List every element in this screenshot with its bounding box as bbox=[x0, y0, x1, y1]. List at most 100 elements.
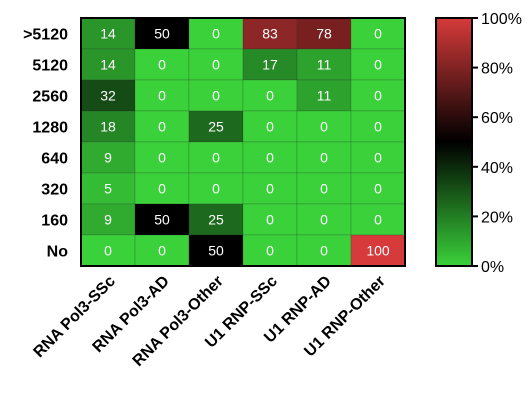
cell-value-label: 0 bbox=[374, 150, 382, 166]
cell-value-label: 18 bbox=[100, 119, 116, 135]
heatmap-cell bbox=[80, 203, 136, 236]
cell-value-label: 0 bbox=[212, 57, 220, 73]
cell-value-label: 9 bbox=[104, 150, 112, 166]
heatmap-cell bbox=[242, 203, 298, 236]
heatmap-cell bbox=[350, 203, 406, 236]
row-label: 1280 bbox=[32, 120, 68, 137]
cell-value-label: 25 bbox=[208, 119, 224, 135]
cell-value-label: 83 bbox=[262, 26, 278, 42]
cell-value-label: 0 bbox=[212, 26, 220, 42]
cell-value-label: 0 bbox=[212, 150, 220, 166]
cell-value-label: 0 bbox=[266, 212, 274, 228]
heatmap-frame bbox=[80, 17, 406, 267]
colorbar-tick-label: 60% bbox=[481, 110, 513, 127]
colorbar-tick-label: 0% bbox=[481, 259, 504, 276]
cell-value-label: 0 bbox=[374, 119, 382, 135]
cell-value-label: 0 bbox=[320, 119, 328, 135]
heatmap-cell bbox=[296, 79, 352, 112]
heatmap-cell bbox=[80, 110, 136, 143]
cell-value-label: 78 bbox=[316, 26, 332, 42]
row-label: 320 bbox=[41, 182, 68, 199]
cell-value-label: 0 bbox=[320, 150, 328, 166]
row-label: >5120 bbox=[23, 27, 68, 44]
cell-value-label: 32 bbox=[100, 88, 116, 104]
cell-value-label: 0 bbox=[374, 212, 382, 228]
heatmap-cell bbox=[296, 110, 352, 143]
heatmap-cell bbox=[242, 48, 298, 81]
cell-value-label: 14 bbox=[100, 57, 116, 73]
cell-value-label: 0 bbox=[266, 88, 274, 104]
row-labels: >5120 5120 2560 1280 640 320 160 No bbox=[23, 27, 68, 261]
cell-value-label: 0 bbox=[374, 57, 382, 73]
heatmap-cell bbox=[188, 141, 244, 174]
cell-value-label: 0 bbox=[212, 88, 220, 104]
cell-value-label: 50 bbox=[208, 243, 224, 259]
cell-value-label: 9 bbox=[104, 212, 112, 228]
heatmap-cell bbox=[242, 234, 298, 267]
cell-value-label: 0 bbox=[266, 181, 274, 197]
cell-value-label: 50 bbox=[154, 26, 170, 42]
heatmap-cell bbox=[296, 234, 352, 267]
row-label: 160 bbox=[41, 213, 68, 230]
heatmap-cell bbox=[80, 17, 136, 50]
cell-value-label: 5 bbox=[104, 181, 112, 197]
cell-value-label: 11 bbox=[317, 88, 332, 104]
cell-value-label: 14 bbox=[100, 26, 116, 42]
row-label: No bbox=[47, 244, 69, 261]
cell-value-label: 0 bbox=[266, 119, 274, 135]
cell-value-label: 0 bbox=[374, 26, 382, 42]
heatmap-cell bbox=[188, 234, 244, 267]
heatmap-cell bbox=[242, 110, 298, 143]
cell-value-label: 0 bbox=[320, 212, 328, 228]
heatmap-cell bbox=[134, 79, 190, 112]
cell-value-label: 0 bbox=[320, 181, 328, 197]
heatmap-cell bbox=[350, 17, 406, 50]
row-label: 5120 bbox=[32, 58, 68, 75]
colorbar-tick-label: 40% bbox=[481, 160, 513, 177]
colorbar-tick-label: 20% bbox=[481, 209, 513, 226]
cell-value-label: 0 bbox=[374, 88, 382, 104]
heatmap-cell bbox=[80, 172, 136, 205]
cell-value-label: 0 bbox=[266, 243, 274, 259]
colorbar-tick-label: 80% bbox=[481, 61, 513, 78]
cell-value-label: 17 bbox=[262, 57, 278, 73]
cell-value-label: 0 bbox=[158, 57, 166, 73]
heatmap-cell bbox=[134, 110, 190, 143]
heatmap-cell bbox=[80, 141, 136, 174]
colorbar-ticks: 0% 20% 40% 60% 80% 100% bbox=[472, 11, 522, 276]
cell-value-label: 0 bbox=[212, 181, 220, 197]
colorbar bbox=[435, 17, 473, 267]
heatmap-cell bbox=[134, 48, 190, 81]
heatmap-cell bbox=[242, 141, 298, 174]
cell-value-label: 25 bbox=[208, 212, 224, 228]
heatmap-cell bbox=[80, 234, 136, 267]
cell-value-label: 0 bbox=[320, 243, 328, 259]
cell-value-label: 11 bbox=[317, 57, 332, 73]
cell-value-label: 0 bbox=[374, 181, 382, 197]
heatmap-cell bbox=[188, 110, 244, 143]
heatmap-cell bbox=[350, 79, 406, 112]
row-label: 640 bbox=[41, 151, 68, 168]
cell-value-label: 100 bbox=[366, 243, 390, 259]
heatmap-cells: 14 50 0 83 78 014 0 0 17 11 032 0 0 0 11 018 0 25 0 0 09 0 0 0 0… bbox=[80, 17, 406, 267]
colorbar-tick-label: 100% bbox=[481, 11, 522, 28]
cell-value-label: 0 bbox=[266, 150, 274, 166]
cell-value-label: 0 bbox=[104, 243, 112, 259]
heatmap-cell bbox=[350, 48, 406, 81]
heatmap-cell bbox=[350, 172, 406, 205]
heatmap-cell bbox=[188, 203, 244, 236]
heatmap-cell bbox=[134, 17, 190, 50]
cell-value-label: 0 bbox=[158, 243, 166, 259]
column-label: RNA Pol3-Other bbox=[130, 273, 227, 370]
cell-value-label: 0 bbox=[158, 181, 166, 197]
row-label: 2560 bbox=[32, 89, 68, 106]
heatmap-cell bbox=[242, 17, 298, 50]
heatmap-cell bbox=[296, 141, 352, 174]
heatmap-cell bbox=[242, 79, 298, 112]
heatmap-cell bbox=[350, 234, 406, 267]
heatmap-cell bbox=[134, 203, 190, 236]
cell-value-label: 0 bbox=[158, 119, 166, 135]
cell-value-label: 0 bbox=[158, 150, 166, 166]
